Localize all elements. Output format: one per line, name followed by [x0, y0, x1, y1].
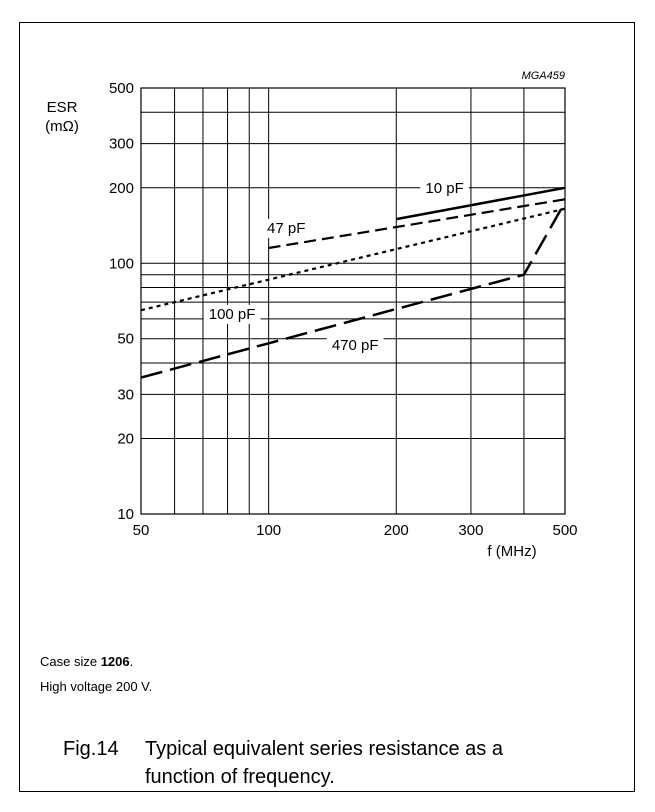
y-tick-label-20: 20	[117, 431, 134, 448]
series-line-100pf	[141, 209, 565, 311]
x-tick-label-50: 50	[133, 522, 150, 539]
y-tick-label-100: 100	[109, 255, 134, 272]
x-tick-label-200: 200	[384, 522, 409, 539]
series-label-47pf: 47 pF	[267, 220, 305, 237]
grid	[141, 88, 565, 514]
x-tick-label-300: 300	[458, 522, 483, 539]
y-tick-label-50: 50	[117, 331, 134, 348]
x-tick-label-500: 500	[552, 522, 577, 539]
series-label-470pf: 470 pF	[332, 337, 379, 354]
caption-id: Fig.14	[63, 735, 145, 763]
plot-border	[141, 88, 565, 514]
case-size-note: Case size 1206.	[40, 654, 133, 669]
series-label-100pf: 100 pF	[209, 306, 256, 323]
y-tick-label-30: 30	[117, 386, 134, 403]
figure-caption: Fig.14 Typical equivalent series resista…	[63, 735, 145, 763]
voltage-note: High voltage 200 V.	[40, 679, 152, 694]
y-axis-label: ESR	[47, 99, 78, 116]
y-tick-label-200: 200	[109, 180, 134, 197]
series-line-47pf	[269, 199, 565, 248]
series-label-10pf: 10 pF	[425, 180, 463, 197]
y-axis-unit: (mΩ)	[45, 118, 79, 135]
x-tick-label-100: 100	[256, 522, 281, 539]
y-tick-label-10: 10	[117, 506, 134, 523]
y-tick-label-500: 500	[109, 80, 134, 97]
x-axis-label: f (MHz)	[487, 543, 536, 560]
y-tick-label-300: 300	[109, 136, 134, 153]
caption-text: Typical equivalent series resistance as …	[145, 735, 545, 791]
figure-code: MGA459	[522, 70, 565, 82]
